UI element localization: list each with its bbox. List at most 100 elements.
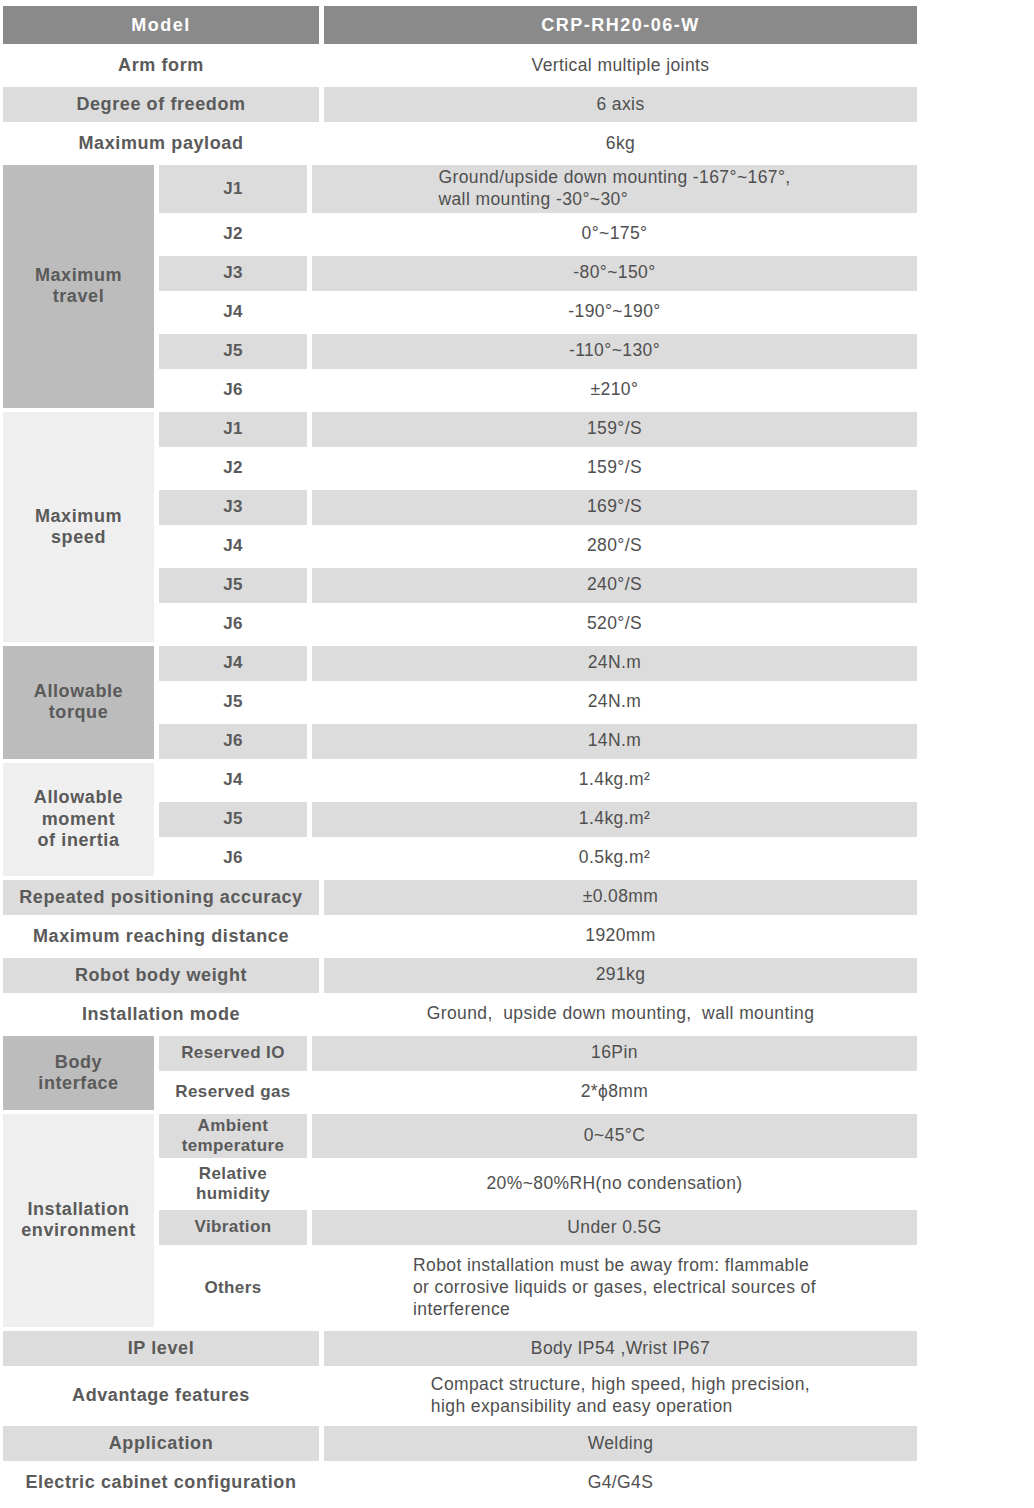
value-cell: ±0.08mm: [324, 880, 917, 915]
value-cell: Welding: [324, 1426, 917, 1461]
row-speed-j1: J1 159°/S: [159, 412, 917, 447]
row-torque-j6: J6 14N.m: [159, 724, 917, 759]
group-label-cell: Maximum speed: [3, 412, 154, 642]
value-cell: 159°/S: [312, 451, 917, 486]
row-application: Application Welding: [3, 1426, 917, 1461]
row-installation-mode: Installation mode Ground, upside down mo…: [3, 997, 917, 1032]
value-cell: 16Pin: [312, 1036, 917, 1071]
value-cell: Robot installation must be away from: fl…: [312, 1249, 917, 1327]
row-speed-j4: J4 280°/S: [159, 529, 917, 564]
value-cell: 280°/S: [312, 529, 917, 564]
sub-label-cell: J4: [159, 295, 307, 330]
row-torque-j5: J5 24N.m: [159, 685, 917, 720]
label-cell: Repeated positioning accuracy: [3, 880, 319, 915]
row-inertia-j5: J5 1.4kg.m²: [159, 802, 917, 837]
label-cell: Installation mode: [3, 997, 319, 1032]
sub-label-cell: J5: [159, 685, 307, 720]
label-cell: Application: [3, 1426, 319, 1461]
value-cell: 0~45°C: [312, 1114, 917, 1158]
value-cell: -190°~190°: [312, 295, 917, 330]
row-repeated-positioning-accuracy: Repeated positioning accuracy ±0.08mm: [3, 880, 917, 915]
label-cell: Electric cabinet configuration: [3, 1465, 319, 1500]
value-cell: CRP-RH20-06-W: [324, 6, 917, 44]
robot-spec-table: Model CRP-RH20-06-W Arm form Vertical mu…: [3, 6, 917, 1500]
sub-label-cell: J6: [159, 724, 307, 759]
row-torque-j4: J4 24N.m: [159, 646, 917, 681]
value-cell: 520°/S: [312, 607, 917, 642]
row-electric-cabinet-configuration: Electric cabinet configuration G4/G4S: [3, 1465, 917, 1500]
sub-label-cell: J3: [159, 490, 307, 525]
value-cell: -110°~130°: [312, 334, 917, 369]
row-relative-humidity: Relative humidity 20%~80%RH(no condensat…: [159, 1162, 917, 1206]
sub-label-cell: J4: [159, 763, 307, 798]
row-speed-j2: J2 159°/S: [159, 451, 917, 486]
row-reserved-io: Reserved IO 16Pin: [159, 1036, 917, 1071]
value-cell: Ground, upside down mounting, wall mount…: [324, 997, 917, 1032]
sub-label-cell: J6: [159, 373, 307, 408]
row-others: Others Robot installation must be away f…: [159, 1249, 917, 1327]
sub-label-cell: J1: [159, 165, 307, 213]
group-label-cell: Body interface: [3, 1036, 154, 1110]
section-body-interface: Body interface Reserved IO 16Pin Reserve…: [3, 1036, 917, 1110]
sub-label-cell: J6: [159, 607, 307, 642]
row-robot-body-weight: Robot body weight 291kg: [3, 958, 917, 993]
row-travel-j6: J6 ±210°: [159, 373, 917, 408]
sub-label-cell: Others: [159, 1249, 307, 1327]
sub-label-cell: J4: [159, 646, 307, 681]
sub-label-cell: Vibration: [159, 1210, 307, 1245]
value-cell: 159°/S: [312, 412, 917, 447]
sub-label-cell: J5: [159, 334, 307, 369]
sub-label-cell: Reserved IO: [159, 1036, 307, 1071]
label-cell: Model: [3, 6, 319, 44]
label-cell: Degree of freedom: [3, 87, 319, 122]
row-degree-of-freedom: Degree of freedom 6 axis: [3, 87, 917, 122]
label-cell: Arm form: [3, 48, 319, 83]
value-cell: Compact structure, high speed, high prec…: [324, 1370, 917, 1422]
value-cell: 240°/S: [312, 568, 917, 603]
sub-label-cell: J1: [159, 412, 307, 447]
section-maximum-travel: Maximum travel J1 Ground/upside down mou…: [3, 165, 917, 408]
label-cell: Robot body weight: [3, 958, 319, 993]
section-allowable-torque: Allowable torque J4 24N.m J5 24N.m J6 14…: [3, 646, 917, 759]
value-cell: 24N.m: [312, 685, 917, 720]
value-cell: 0°~175°: [312, 217, 917, 252]
value-cell: Ground/upside down mounting -167°~167°, …: [312, 165, 917, 213]
value-cell: 6 axis: [324, 87, 917, 122]
row-travel-j4: J4 -190°~190°: [159, 295, 917, 330]
row-ip-level: IP level Body IP54 ,Wrist IP67: [3, 1331, 917, 1366]
row-travel-j2: J2 0°~175°: [159, 217, 917, 252]
sub-label-cell: Ambient temperature: [159, 1114, 307, 1158]
value-cell: 20%~80%RH(no condensation): [312, 1162, 917, 1206]
value-cell: 291kg: [324, 958, 917, 993]
section-allowable-moment-of-inertia: Allowable moment of inertia J4 1.4kg.m² …: [3, 763, 917, 876]
value-cell: 6kg: [324, 126, 917, 161]
model-number: CRP-RH20-06-W: [541, 15, 700, 36]
value-cell: 2*ϕ8mm: [312, 1075, 917, 1110]
row-advantage-features: Advantage features Compact structure, hi…: [3, 1370, 917, 1422]
value-cell: -80°~150°: [312, 256, 917, 291]
group-label-cell: Allowable torque: [3, 646, 154, 759]
group-label-cell: Installation environment: [3, 1114, 154, 1327]
sub-label-cell: Reserved gas: [159, 1075, 307, 1110]
value-cell: ±210°: [312, 373, 917, 408]
label-cell: Maximum reaching distance: [3, 919, 319, 954]
sub-label-cell: J2: [159, 217, 307, 252]
row-travel-j3: J3 -80°~150°: [159, 256, 917, 291]
row-travel-j5: J5 -110°~130°: [159, 334, 917, 369]
sub-label-cell: Relative humidity: [159, 1162, 307, 1206]
sub-label-cell: J2: [159, 451, 307, 486]
value-cell: 0.5kg.m²: [312, 841, 917, 876]
group-label-cell: Allowable moment of inertia: [3, 763, 154, 876]
value-cell: 1920mm: [324, 919, 917, 954]
row-travel-j1: J1 Ground/upside down mounting -167°~167…: [159, 165, 917, 213]
value-cell: Body IP54 ,Wrist IP67: [324, 1331, 917, 1366]
row-ambient-temperature: Ambient temperature 0~45°C: [159, 1114, 917, 1158]
sub-label-cell: J4: [159, 529, 307, 564]
label-cell: Maximum payload: [3, 126, 319, 161]
value-cell: 169°/S: [312, 490, 917, 525]
value-cell: Vertical multiple joints: [324, 48, 917, 83]
section-installation-environment: Installation environment Ambient tempera…: [3, 1114, 917, 1327]
row-inertia-j6: J6 0.5kg.m²: [159, 841, 917, 876]
row-speed-j3: J3 169°/S: [159, 490, 917, 525]
value-cell: 24N.m: [312, 646, 917, 681]
